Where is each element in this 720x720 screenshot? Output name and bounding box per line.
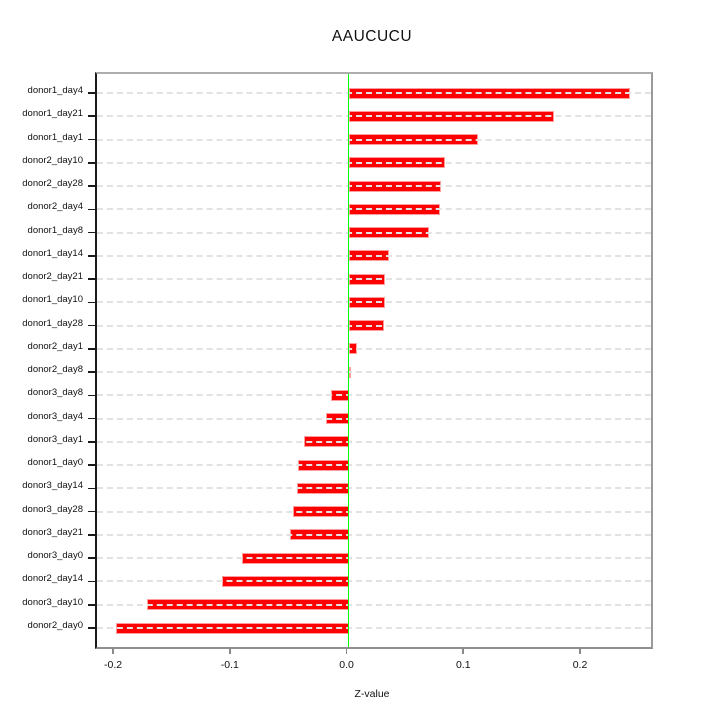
gridline xyxy=(97,510,651,513)
y-tick-label: donor2_day0 xyxy=(27,620,83,631)
gridline xyxy=(97,208,651,211)
y-tick-label: donor2_day1 xyxy=(27,340,83,352)
gridline xyxy=(97,92,651,94)
y-tick xyxy=(88,278,95,280)
y-tick-label: donor2_day8 xyxy=(27,364,83,376)
y-tick-label: donor3_day0 xyxy=(27,550,83,562)
y-tick-label: donor2_day28 xyxy=(22,178,83,190)
y-tick xyxy=(88,534,95,536)
gridline xyxy=(97,487,651,490)
gridline xyxy=(97,371,651,374)
x-tick-label: 0.2 xyxy=(572,659,588,671)
y-tick-label: donor1_day4 xyxy=(27,85,83,96)
gridline xyxy=(97,603,651,606)
y-tick-label: donor1_day21 xyxy=(22,108,83,120)
gridline xyxy=(97,278,651,281)
y-tick xyxy=(88,487,95,490)
gridline xyxy=(97,627,651,629)
x-tick xyxy=(579,647,581,654)
x-tick-label: 0.0 xyxy=(339,659,354,671)
y-tick xyxy=(88,464,95,466)
y-tick-label: donor2_day21 xyxy=(22,271,83,283)
y-tick-label: donor1_day10 xyxy=(22,294,83,306)
y-tick xyxy=(88,580,95,583)
gridline xyxy=(97,138,651,141)
y-tick-label: donor3_day10 xyxy=(22,596,83,608)
gridline xyxy=(97,324,651,327)
y-tick-label: donor3_day8 xyxy=(27,387,83,399)
y-tick xyxy=(88,138,95,141)
gridline xyxy=(97,394,651,397)
y-tick xyxy=(88,417,95,420)
y-tick xyxy=(88,627,95,629)
y-tick xyxy=(88,301,95,304)
y-tick-label: donor1_day1 xyxy=(27,131,83,143)
gridline xyxy=(97,254,651,257)
x-axis-title: Z-value xyxy=(354,688,390,700)
gridline xyxy=(97,440,651,443)
y-tick-label: donor2_day14 xyxy=(22,573,83,585)
y-tick-label: donor3_day28 xyxy=(22,503,83,515)
y-tick xyxy=(88,185,95,187)
y-tick xyxy=(88,92,95,94)
y-tick xyxy=(88,557,95,559)
y-tick-label: donor3_day21 xyxy=(22,526,83,538)
y-tick-label: donor1_day8 xyxy=(27,224,83,236)
chart-title: AAUCUCU xyxy=(331,28,413,45)
y-tick-label: donor3_day4 xyxy=(27,410,83,422)
gridline xyxy=(97,185,651,188)
x-tick xyxy=(112,647,114,654)
y-tick xyxy=(88,394,95,397)
x-tick xyxy=(229,647,231,654)
gridline xyxy=(97,115,651,118)
y-tick xyxy=(88,441,95,443)
y-tick-label: donor2_day4 xyxy=(27,201,83,213)
y-tick-label: donor3_day14 xyxy=(22,480,83,492)
y-tick xyxy=(88,324,95,327)
y-tick xyxy=(88,603,95,606)
gridline xyxy=(97,161,651,164)
gridline xyxy=(97,417,651,420)
y-tick xyxy=(88,208,95,211)
y-tick xyxy=(88,348,95,350)
y-tick xyxy=(88,510,95,513)
y-tick-label: donor1_day28 xyxy=(22,317,83,329)
gridline xyxy=(97,231,651,234)
x-tick-label: -0.1 xyxy=(220,659,239,671)
gridline xyxy=(97,580,651,583)
y-tick xyxy=(88,371,95,373)
y-tick xyxy=(88,231,95,234)
gridline xyxy=(97,464,651,467)
x-tick xyxy=(462,647,465,654)
gridline xyxy=(97,557,651,560)
y-tick xyxy=(88,255,95,257)
x-tick-label: -0.2 xyxy=(104,659,123,671)
y-tick-label: donor1_day0 xyxy=(27,457,83,469)
x-tick-label: 0.1 xyxy=(455,659,471,671)
y-tick-label: donor2_day10 xyxy=(22,154,83,166)
y-tick-label: donor1_day14 xyxy=(22,247,83,259)
gridline xyxy=(97,533,651,536)
plot-area xyxy=(88,72,653,649)
x-tick xyxy=(345,647,348,654)
zero-reference-line xyxy=(347,74,350,647)
gridline xyxy=(97,301,651,304)
y-tick xyxy=(88,115,95,118)
gridline xyxy=(97,347,651,350)
y-tick xyxy=(88,161,95,164)
y-tick-label: donor3_day1 xyxy=(27,433,83,445)
